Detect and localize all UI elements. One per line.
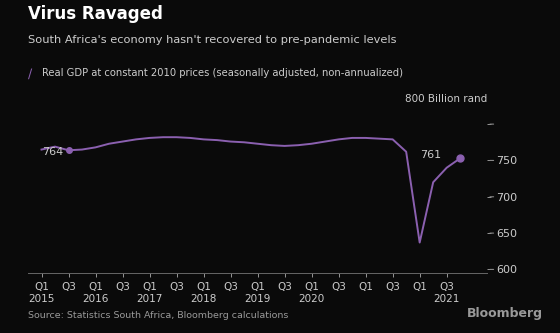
Text: Source: Statistics South Africa, Bloomberg calculations: Source: Statistics South Africa, Bloombe… [28,311,288,320]
Text: South Africa's economy hasn't recovered to pre-pandemic levels: South Africa's economy hasn't recovered … [28,35,396,45]
Text: Bloomberg: Bloomberg [467,307,543,320]
Text: Real GDP at constant 2010 prices (seasonally adjusted, non-annualized): Real GDP at constant 2010 prices (season… [42,68,403,78]
Text: 761: 761 [420,150,441,160]
Text: 764: 764 [41,148,63,158]
Text: 800 Billion rand: 800 Billion rand [405,94,487,104]
Text: ∕: ∕ [28,68,36,81]
Text: Virus Ravaged: Virus Ravaged [28,5,163,23]
